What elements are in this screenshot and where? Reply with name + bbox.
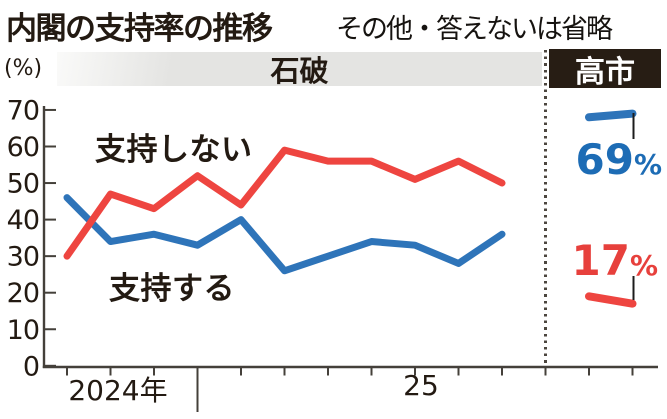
takaichi-disapprove-segment <box>585 292 637 308</box>
y-tick-label: 50 <box>7 169 39 200</box>
takaichi-disapprove-value: 17 <box>571 236 630 285</box>
era-takaichi-label: 高市 <box>575 54 635 90</box>
subtitle-note: その他・答えないは省略 <box>336 14 613 45</box>
takaichi-disapprove-unit: % <box>629 249 658 282</box>
y-axis-unit-label: (%) <box>4 56 43 81</box>
takaichi-approve-callout: 69% <box>575 139 662 181</box>
takaichi-approve-segment <box>585 109 637 122</box>
takaichi-disapprove-callout: 17% <box>571 240 658 282</box>
y-tick-label: 60 <box>7 132 39 163</box>
takaichi-approve-unit: % <box>633 148 662 181</box>
takaichi-approve-value: 69 <box>575 135 634 184</box>
series-label-disapprove: 支持しない <box>95 132 253 168</box>
y-tick-label: 0 <box>23 351 39 382</box>
disapprove-line <box>63 146 506 260</box>
series-label-approve: 支持する <box>109 271 235 307</box>
era-ishiba-label: 石破 <box>270 54 329 88</box>
x-axis-year-2024-label: 2024年 <box>68 374 168 407</box>
x-axis-year-25-label: 25 <box>403 369 439 402</box>
era-band-ishiba: 石破 <box>57 52 542 88</box>
y-tick-label: 40 <box>7 205 39 236</box>
era-band-takaichi: 高市 <box>549 49 661 90</box>
era-divider-dotted-line <box>544 50 547 368</box>
approve-line <box>63 194 506 275</box>
y-tick-label: 30 <box>7 242 39 273</box>
y-tick-label: 10 <box>7 315 39 346</box>
y-tick-label: 70 <box>7 95 39 126</box>
page-title: 内閣の支持率の推移 <box>6 11 273 47</box>
y-tick-label: 20 <box>7 278 39 309</box>
